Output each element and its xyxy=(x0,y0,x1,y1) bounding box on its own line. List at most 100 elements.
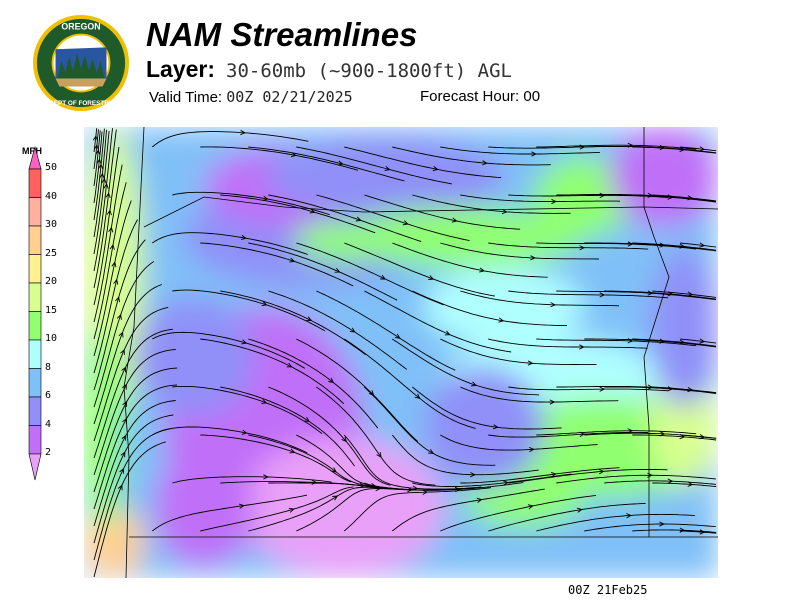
streamline-arrowhead xyxy=(106,209,112,216)
streamline xyxy=(604,290,717,300)
streamline xyxy=(316,290,456,371)
streamline-arrowhead xyxy=(103,182,109,189)
streamline-arrowhead xyxy=(240,129,246,136)
streamline-arrowhead xyxy=(579,245,586,251)
streamline-arrowhead xyxy=(380,274,387,280)
valid-time: Valid Time: 00Z 02/21/2025 xyxy=(149,88,353,106)
streamline-arrowhead xyxy=(599,292,606,298)
streamline xyxy=(440,242,599,260)
streamline xyxy=(93,131,103,204)
legend-tick: 10 xyxy=(45,333,58,344)
streamline-arrowhead xyxy=(659,338,666,344)
streamline xyxy=(364,194,521,230)
streamline xyxy=(652,482,717,487)
streamline-arrowhead xyxy=(667,386,674,392)
streamline-arrowhead xyxy=(492,424,499,430)
streamline xyxy=(584,242,717,252)
streamline-arrowhead xyxy=(304,417,311,423)
streamline xyxy=(93,441,166,578)
valid-time-label: Valid Time: xyxy=(149,89,223,106)
streamline-arrowhead xyxy=(93,144,99,151)
streamline xyxy=(200,434,352,483)
streamline xyxy=(652,194,717,202)
streamline-arrowhead xyxy=(375,485,382,492)
streamline-arrowhead xyxy=(627,428,634,434)
streamline xyxy=(412,386,562,430)
streamline-arrowhead xyxy=(111,261,117,268)
streamline-arrowhead xyxy=(286,362,293,368)
streamline-arrowhead xyxy=(687,387,694,393)
streamline-arrowhead xyxy=(394,333,401,339)
streamline-arrowhead xyxy=(108,226,114,233)
streamline xyxy=(343,434,482,490)
streamline-arrowhead xyxy=(113,278,119,285)
streamline xyxy=(440,434,598,451)
streamline xyxy=(508,290,669,299)
streamline xyxy=(488,503,646,532)
streamline-arrowhead xyxy=(479,267,486,273)
streamline-arrowhead xyxy=(122,417,127,424)
streamline xyxy=(508,386,669,392)
streamline-arrowhead xyxy=(122,401,128,407)
streamline-arrowhead xyxy=(337,160,344,166)
legend-bin-above-50 xyxy=(28,145,42,170)
streamline-arrowhead xyxy=(679,527,686,533)
streamline-arrowhead xyxy=(647,290,654,296)
streamline xyxy=(391,434,539,476)
valid-time-value: 00Z 02/21/2025 xyxy=(226,88,353,106)
streamline-arrowhead xyxy=(476,497,483,503)
streamline-arrowhead xyxy=(531,151,537,157)
streamline xyxy=(93,128,105,221)
streamline-arrowhead xyxy=(550,471,557,478)
streamline xyxy=(93,219,138,374)
streamline xyxy=(200,242,354,287)
streamline xyxy=(632,338,717,347)
streamline-arrowhead xyxy=(121,434,127,441)
streamline-arrowhead xyxy=(334,268,341,273)
streamline xyxy=(152,494,308,532)
streamline-arrowhead xyxy=(428,275,435,280)
streamline-arrowhead xyxy=(482,160,488,166)
layer-value: 30-60mb (~900-1800ft) AGL xyxy=(226,60,512,82)
idaho-border xyxy=(643,127,670,537)
streamline xyxy=(172,289,326,332)
streamline xyxy=(488,431,649,438)
streamline-arrowhead xyxy=(687,291,694,297)
streamline-arrowhead xyxy=(699,529,706,535)
streamline xyxy=(220,290,366,355)
legend-bin-10-15 xyxy=(28,311,42,341)
streamline xyxy=(93,129,108,238)
streamline xyxy=(440,338,597,365)
streamline-arrowhead xyxy=(627,241,634,247)
streamline xyxy=(248,146,405,182)
streamline xyxy=(93,130,110,255)
legend-bin-2-4 xyxy=(28,425,42,455)
streamline-arrowhead xyxy=(122,383,127,390)
streamline-arrowhead xyxy=(551,198,558,205)
forecast-hour-value: 00 xyxy=(523,88,541,105)
streamline xyxy=(152,232,308,255)
streamline xyxy=(93,428,171,561)
streamline xyxy=(220,194,376,234)
streamline xyxy=(172,385,323,435)
streamline xyxy=(296,242,444,306)
streamline-arrowhead xyxy=(261,398,268,404)
color-legend: 2 4 6 8 10 15 20 25 30 40 50 xyxy=(22,145,62,505)
streamline xyxy=(172,476,332,484)
streamline-arrowhead xyxy=(96,158,102,165)
streamline xyxy=(632,434,717,441)
streamline-arrowhead xyxy=(99,172,105,179)
legend-bin-4-6 xyxy=(28,396,42,426)
streamline xyxy=(268,194,422,243)
streamline xyxy=(344,242,495,297)
streamline xyxy=(652,290,717,298)
legend-bin-20-25 xyxy=(28,254,42,284)
streamline-arrowhead xyxy=(101,177,107,184)
streamline-arrowhead xyxy=(105,192,111,199)
streamline-arrowhead xyxy=(92,135,98,141)
state-borders xyxy=(123,127,718,578)
streamline xyxy=(93,128,113,272)
streamline xyxy=(392,338,540,396)
streamline xyxy=(412,473,572,487)
streamline-arrowhead xyxy=(451,217,458,223)
